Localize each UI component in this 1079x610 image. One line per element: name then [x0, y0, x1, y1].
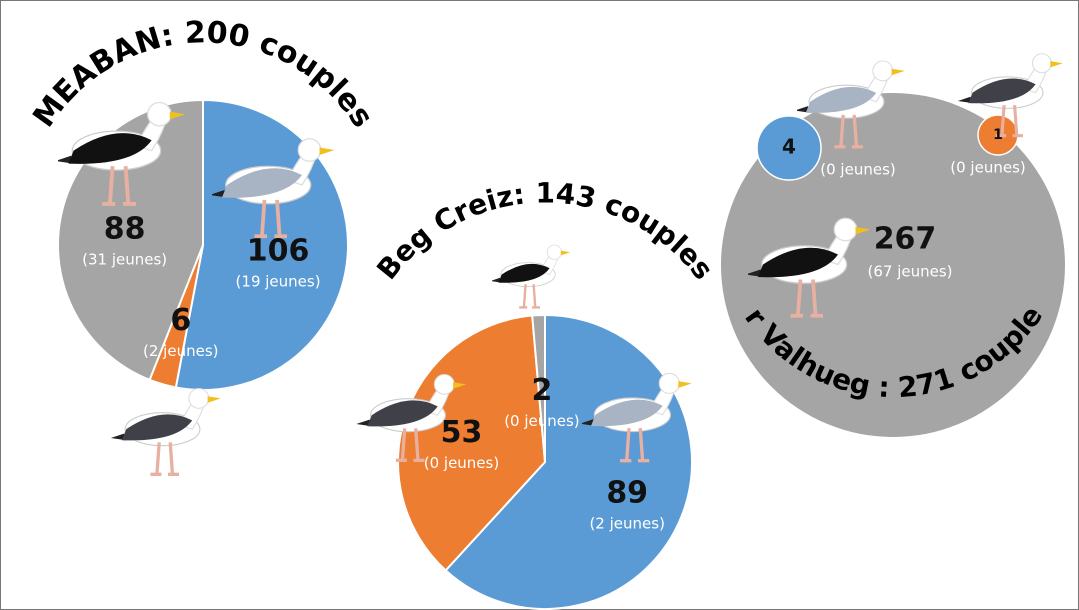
value-label: 267: [874, 222, 937, 257]
value-label: 106: [247, 234, 310, 269]
value-label: 88: [104, 212, 146, 247]
note-label: (19 jeunes): [236, 273, 321, 291]
value-label: 89: [606, 475, 648, 510]
note-label: (2 jeunes): [589, 514, 664, 532]
infographic: 106 (19 jeunes) 6 (2 jeunes) 88 (31 jeunes) 89…: [0, 0, 1079, 610]
value-label: 53: [441, 415, 483, 450]
value-label: 2: [531, 373, 552, 408]
value-label: 1: [993, 127, 1003, 143]
note-label: (2 jeunes): [143, 342, 218, 360]
note-label: (0 jeunes): [950, 159, 1025, 177]
note-label: (0 jeunes): [504, 412, 579, 430]
note-label: (0 jeunes): [424, 454, 499, 472]
value-label: 6: [170, 303, 191, 338]
note-label: (0 jeunes): [820, 161, 895, 179]
value-label: 4: [782, 135, 796, 159]
note-label: (31 jeunes): [82, 251, 167, 269]
note-label: (67 jeunes): [867, 263, 952, 281]
